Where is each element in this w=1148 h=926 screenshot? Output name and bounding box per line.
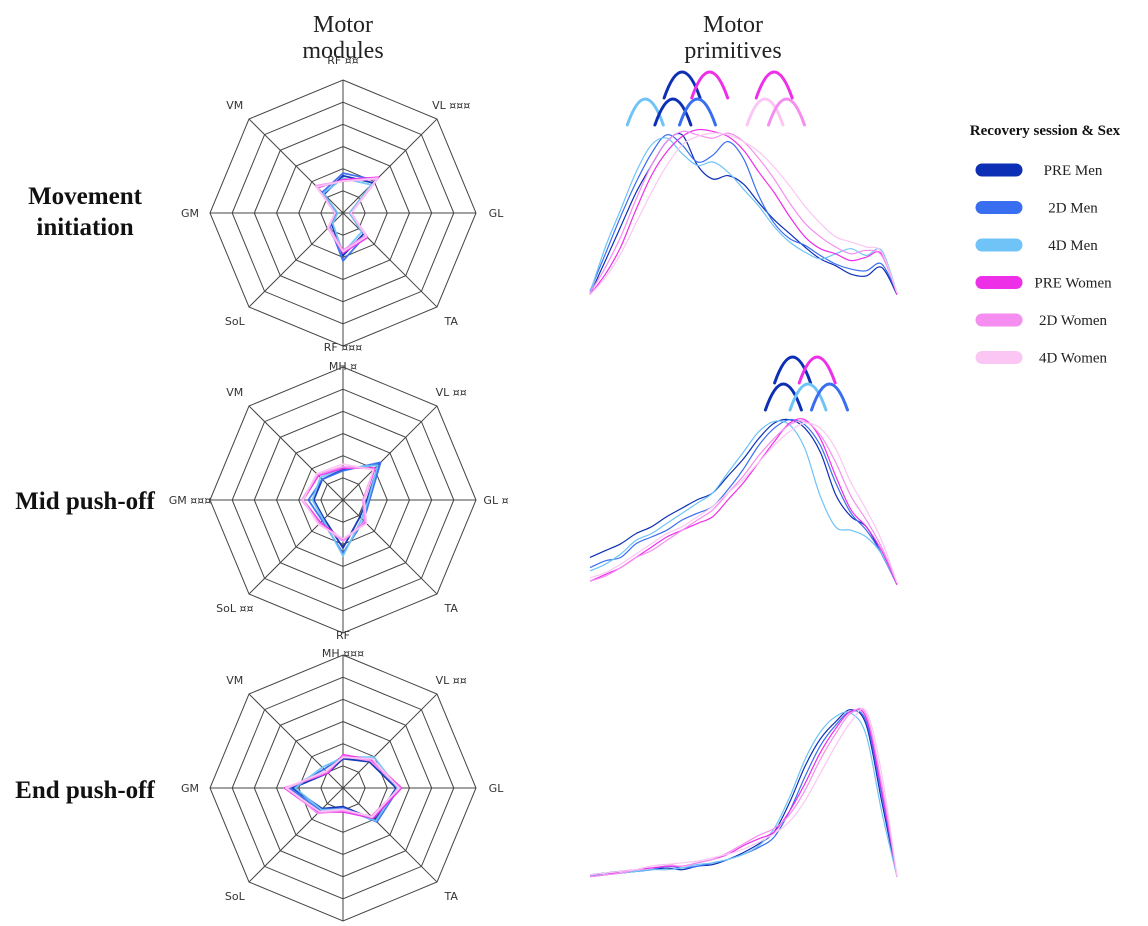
primitive-series-line bbox=[589, 134, 898, 294]
primitive-series-line bbox=[589, 132, 898, 295]
radar-axis-label: SoL ¤¤ bbox=[216, 602, 253, 615]
radar-axis-label: VM bbox=[226, 99, 243, 112]
radar-axis-label: SoL bbox=[225, 890, 246, 903]
primitives-chart bbox=[589, 707, 898, 878]
radar-axis-label: VM bbox=[226, 386, 243, 399]
row-label-end-push-off: End push-off bbox=[15, 777, 155, 804]
primitive-series-line bbox=[589, 128, 898, 295]
legend-label: 2D Men bbox=[1048, 201, 1098, 217]
radar-series-polygon bbox=[284, 756, 400, 819]
legend-title: Recovery session & Sex bbox=[970, 123, 1121, 139]
peak-arc-marker bbox=[745, 97, 785, 127]
radar-axis-label: RF ¤¤¤ bbox=[324, 341, 362, 354]
row-label-movement-initiation-line1: Movement bbox=[28, 183, 143, 210]
primitive-series-line bbox=[589, 418, 898, 585]
legend: Recovery session & Sex PRE Men 2D Men 4D M… bbox=[970, 123, 1121, 367]
primitive-series-line bbox=[589, 422, 898, 584]
radar-spoke bbox=[248, 499, 344, 595]
peak-arc-marker bbox=[653, 97, 693, 127]
radar-axis-label: GL bbox=[489, 207, 505, 220]
radar-spoke bbox=[248, 118, 344, 214]
radar-spoke bbox=[248, 787, 344, 883]
primitive-series-line bbox=[589, 710, 898, 878]
radar-axis-label: GM ¤¤¤ bbox=[169, 494, 212, 507]
radar-series-polygon bbox=[311, 464, 379, 557]
primitives-chart bbox=[589, 70, 898, 296]
legend-label: PRE Men bbox=[1044, 163, 1103, 179]
radar-spoke bbox=[248, 212, 344, 308]
radar-spoke bbox=[342, 118, 438, 214]
row-label-mid-push-off: Mid push-off bbox=[15, 488, 155, 515]
radar-axis-label: RF ¤¤ bbox=[327, 54, 358, 67]
peak-arc-marker bbox=[797, 355, 837, 385]
radar-axis-label: RF bbox=[336, 629, 350, 642]
radar-axis-label: MH ¤¤¤ bbox=[322, 647, 364, 660]
radar-spoke bbox=[342, 787, 438, 883]
radar-chart: RF ¤¤¤ VL ¤¤ GL ¤ TA MH ¤¤¤ SoL ¤¤ GM ¤¤¤ VM bbox=[169, 341, 509, 660]
radar-series-polygon bbox=[286, 755, 402, 818]
radar-series-polygon bbox=[315, 177, 379, 253]
radar-spoke bbox=[248, 693, 344, 789]
radar-axis-label: TA bbox=[444, 890, 459, 903]
radar-axis-label: TA bbox=[444, 315, 459, 328]
peak-arc-marker bbox=[767, 97, 806, 127]
radar-axis-label: GL ¤ bbox=[483, 494, 508, 507]
radar-axis-label: GL bbox=[489, 782, 505, 795]
radar-series-polygon bbox=[302, 463, 375, 540]
row-label-movement-initiation-line2: initiation bbox=[36, 214, 133, 241]
radar-axis-label: GM bbox=[181, 782, 199, 795]
primitive-series-line bbox=[589, 137, 898, 294]
peak-arc-marker bbox=[678, 97, 717, 127]
radar-axis-label: SoL bbox=[225, 315, 246, 328]
peak-arc-marker bbox=[773, 355, 813, 385]
primitive-series-line bbox=[589, 709, 898, 877]
modules-header-line2: modules bbox=[302, 38, 383, 64]
radar-axis-label: TA bbox=[444, 602, 459, 615]
radar-spoke bbox=[248, 405, 344, 501]
modules-header-line1: Motor bbox=[313, 12, 373, 38]
legend-label: 4D Men bbox=[1048, 238, 1098, 254]
peak-arc-marker bbox=[754, 70, 794, 100]
radar-axis-label: VL ¤¤¤ bbox=[432, 99, 470, 112]
radar-spoke bbox=[342, 499, 438, 595]
primitive-series-line bbox=[589, 707, 898, 877]
legend-label: 4D Women bbox=[1039, 351, 1108, 367]
peak-arc-marker bbox=[810, 382, 849, 412]
primitive-series-line bbox=[589, 420, 898, 585]
radar-spoke bbox=[342, 693, 438, 789]
peak-arc-marker bbox=[788, 382, 828, 412]
primitive-series-line bbox=[589, 418, 898, 585]
primitives-chart bbox=[589, 355, 898, 585]
primitive-series-line bbox=[589, 420, 898, 584]
primitive-series-line bbox=[589, 418, 898, 585]
primitives-header-line2: primitives bbox=[684, 38, 781, 64]
legend-label: 2D Women bbox=[1039, 313, 1108, 329]
radar-axis-label: VL ¤¤ bbox=[436, 386, 467, 399]
peak-arc-marker bbox=[763, 382, 803, 412]
radar-spoke bbox=[342, 212, 438, 308]
radar-axis-label: GM bbox=[181, 207, 199, 220]
primitives-header-line1: Motor bbox=[703, 12, 763, 38]
radar-axis-label: VM bbox=[226, 674, 243, 687]
primitive-series-line bbox=[589, 708, 898, 878]
legend-label: PRE Women bbox=[1034, 276, 1112, 292]
peak-arc-marker bbox=[690, 70, 730, 100]
radar-axis-label: VL ¤¤ bbox=[436, 674, 467, 687]
radar-spoke bbox=[342, 405, 438, 501]
primitive-series-line bbox=[589, 132, 898, 296]
primitive-series-line bbox=[589, 707, 898, 878]
